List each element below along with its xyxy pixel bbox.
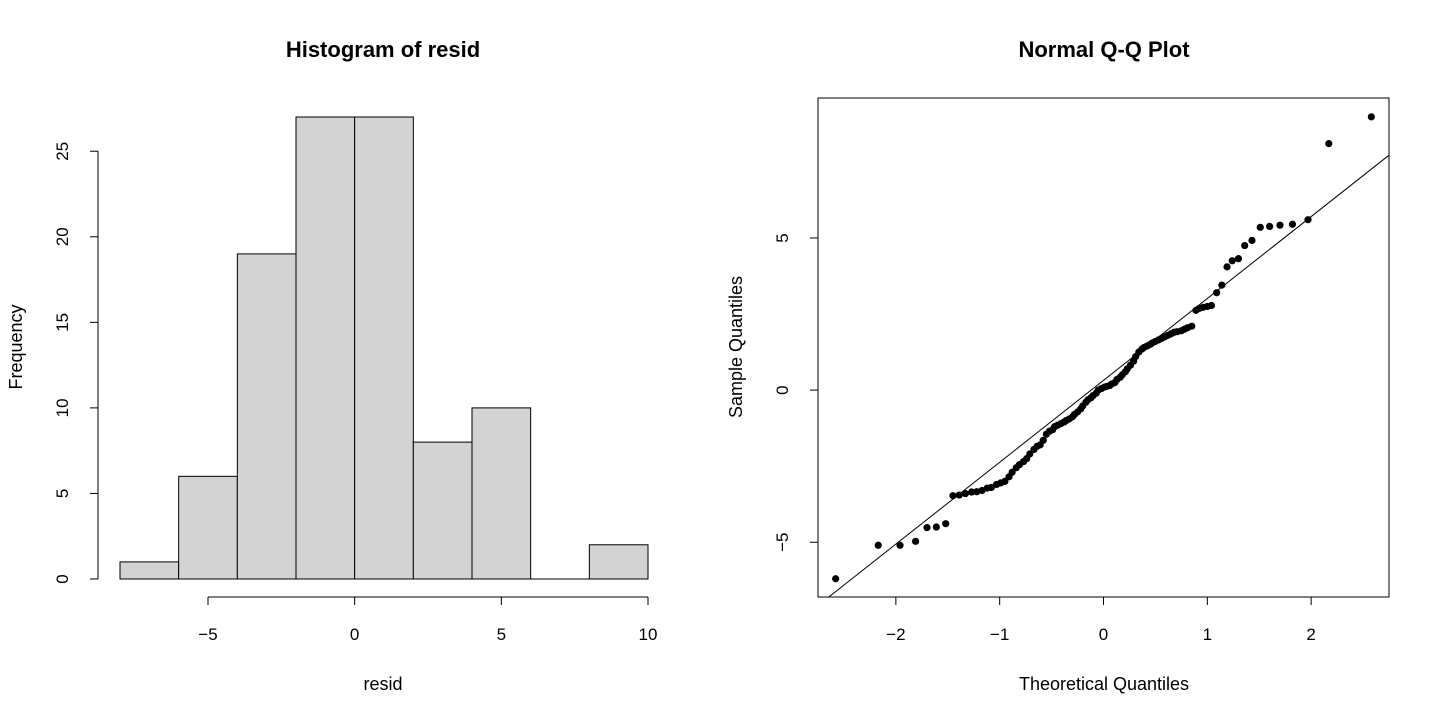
- qq-x-tick-label: 0: [1099, 625, 1108, 644]
- qq-point: [1039, 436, 1047, 444]
- qq-x-tick-label: −2: [886, 625, 905, 644]
- histogram-bars: [119, 116, 649, 580]
- histogram-y-tick-label: 0: [53, 574, 72, 583]
- qq-point: [1218, 281, 1226, 289]
- qq-point: [1234, 255, 1243, 263]
- histogram-x-axis: −5 0 5 10: [198, 596, 658, 644]
- histogram-bar: [295, 116, 356, 580]
- qq-x-label: Theoretical Quantiles: [1019, 674, 1189, 694]
- histogram-x-tick-label: 0: [350, 625, 359, 644]
- qq-point: [1026, 450, 1034, 458]
- histogram-y-tick-label: 20: [53, 227, 72, 246]
- qq-point: [1241, 241, 1249, 250]
- histogram-bar: [471, 407, 532, 580]
- qq-x-tick-label: 2: [1306, 625, 1315, 644]
- qq-point: [1276, 221, 1284, 229]
- qq-point: [968, 488, 976, 496]
- qq-y-label: Sample Quantiles: [726, 276, 746, 418]
- histogram-bar: [178, 475, 238, 580]
- qq-point: [1223, 263, 1231, 271]
- qq-x-tick-label: 1: [1203, 625, 1212, 644]
- histogram-y-tick-label: 25: [53, 142, 72, 161]
- qq-point: [949, 492, 957, 500]
- qq-point: [961, 489, 970, 498]
- qq-point: [942, 520, 950, 528]
- qq-point: [987, 483, 995, 492]
- histogram-title: Histogram of resid: [286, 37, 480, 62]
- histogram-y-axis: 0 5 10 15 20 25: [53, 142, 99, 584]
- qq-point: [832, 575, 840, 583]
- histogram-bar: [588, 544, 649, 580]
- histogram-x-tick-label: 10: [639, 625, 658, 644]
- qq-title: Normal Q-Q Plot: [1018, 37, 1190, 62]
- histogram-bar: [412, 441, 473, 580]
- qq-reference-line-segment: [828, 154, 1390, 598]
- histogram-x-tick-label: −5: [198, 625, 217, 644]
- qq-y-axis: −5 0 5: [773, 233, 818, 552]
- qq-point: [1304, 216, 1312, 224]
- qq-point: [896, 541, 904, 549]
- histogram-y-tick-label: 15: [53, 313, 72, 332]
- histogram-x-tick-label: 5: [497, 625, 506, 644]
- histogram-bar: [119, 561, 180, 580]
- histogram-y-tick-label: 10: [53, 398, 72, 417]
- qq-point: [1228, 257, 1236, 265]
- histogram-bar: [236, 253, 297, 580]
- qq-point: [1288, 220, 1297, 228]
- qq-point: [1266, 222, 1274, 231]
- qq-point: [1248, 236, 1256, 244]
- qq-point: [955, 491, 963, 499]
- qq-point: [923, 524, 931, 532]
- qq-point: [1325, 140, 1333, 148]
- qq-panel: Normal Q-Q Plot −2 −1 0 1 2 −5 0 5 Theoretical…: [726, 37, 1390, 694]
- qq-y-tick-label: 0: [773, 385, 792, 394]
- qq-point: [1008, 468, 1016, 476]
- qq-point: [1188, 322, 1196, 330]
- qq-plot-box: [817, 97, 1390, 598]
- qq-point: [1207, 301, 1216, 310]
- qq-point: [911, 537, 920, 545]
- qq-y-tick-label: −5: [773, 533, 792, 552]
- qq-x-tick-label: −1: [990, 625, 1009, 644]
- qq-point: [1367, 113, 1375, 121]
- qq-x-axis: −2 −1 0 1 2: [886, 597, 1316, 644]
- qq-point: [874, 541, 882, 549]
- histogram-panel: Histogram of resid −5 0 5 10 0 5 10 15 20 25 res…: [6, 37, 657, 694]
- histogram-x-label: resid: [363, 674, 402, 694]
- histogram-y-label: Frequency: [6, 304, 26, 389]
- qq-points: [832, 113, 1375, 583]
- histogram-bar: [354, 116, 414, 580]
- qq-point: [1001, 477, 1009, 485]
- qq-point: [1213, 289, 1221, 297]
- histogram-y-tick-label: 5: [53, 489, 72, 498]
- qq-y-tick-label: 5: [773, 233, 792, 242]
- qq-point: [1256, 223, 1264, 231]
- qq-point: [932, 523, 940, 531]
- qq-reference-line: [828, 154, 1390, 598]
